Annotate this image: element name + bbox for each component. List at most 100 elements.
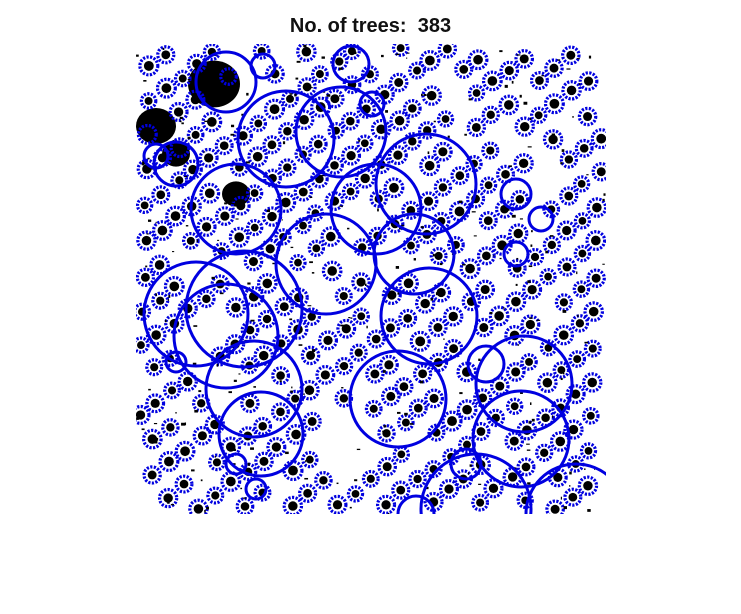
tree-dot bbox=[376, 124, 386, 135]
speckle bbox=[230, 124, 235, 128]
tree-circle bbox=[424, 460, 443, 479]
tree-dot bbox=[325, 231, 336, 242]
tree-circle bbox=[151, 291, 170, 310]
tree-circle bbox=[271, 366, 291, 386]
speckle bbox=[579, 83, 581, 86]
tree-dot bbox=[304, 385, 315, 395]
tree-dot bbox=[588, 306, 599, 317]
tree-dot bbox=[406, 205, 416, 215]
tree-circle bbox=[163, 275, 185, 297]
speckle bbox=[469, 464, 472, 467]
tree-circle bbox=[206, 486, 225, 505]
tree-dot bbox=[525, 357, 533, 366]
tree-dot bbox=[596, 167, 606, 177]
speckle bbox=[541, 75, 545, 77]
tree-circle bbox=[408, 61, 426, 80]
tree-dot bbox=[299, 221, 307, 230]
speckle bbox=[528, 265, 533, 268]
speckle bbox=[247, 462, 250, 466]
tree-dot bbox=[283, 163, 292, 172]
speckle bbox=[146, 233, 149, 235]
tree-circle bbox=[287, 319, 309, 340]
tree-dot bbox=[202, 294, 211, 304]
tree-dot bbox=[564, 155, 574, 164]
tree-dot bbox=[449, 344, 459, 354]
tree-dot bbox=[420, 298, 430, 309]
tree-circle bbox=[563, 419, 584, 440]
tree-circle bbox=[136, 404, 151, 425]
tree-dot bbox=[515, 194, 525, 204]
tree-dot bbox=[157, 225, 168, 236]
speckle bbox=[311, 349, 316, 353]
tree-dot bbox=[447, 416, 457, 427]
tree-dot bbox=[250, 189, 259, 197]
speckle bbox=[321, 174, 325, 177]
tree-dot bbox=[197, 399, 206, 408]
tree-circle bbox=[443, 306, 464, 327]
tree-circle bbox=[529, 71, 549, 91]
tree-dot bbox=[168, 386, 177, 395]
tree-dot bbox=[267, 140, 277, 150]
tree-circle bbox=[282, 460, 304, 482]
tree-dot bbox=[518, 158, 529, 169]
tree-circle bbox=[302, 307, 321, 326]
speckle bbox=[569, 485, 571, 487]
speckle bbox=[142, 203, 145, 206]
tree-circle bbox=[478, 211, 498, 231]
tree-dot bbox=[573, 355, 582, 364]
tree-circle bbox=[467, 84, 486, 102]
tree-dot bbox=[571, 389, 581, 399]
tree-circle bbox=[559, 150, 579, 169]
tree-dot bbox=[294, 258, 302, 267]
tree-dot bbox=[525, 319, 536, 330]
tree-circle bbox=[346, 485, 365, 503]
tree-circle bbox=[149, 254, 170, 276]
tree-circle bbox=[573, 212, 592, 230]
tree-dot bbox=[245, 325, 255, 335]
tree-dot bbox=[436, 287, 446, 298]
speckle bbox=[531, 418, 535, 422]
speckle bbox=[587, 509, 591, 512]
speckle bbox=[154, 440, 158, 444]
speckle bbox=[584, 468, 586, 470]
tree-dot bbox=[175, 142, 185, 153]
tree-circle bbox=[352, 307, 370, 325]
speckle bbox=[272, 262, 276, 265]
speckle bbox=[584, 341, 589, 344]
tree-circle bbox=[573, 244, 592, 263]
tree-dot bbox=[291, 429, 301, 440]
speckle bbox=[200, 479, 203, 482]
tree-circle bbox=[437, 44, 458, 59]
tree-circle bbox=[136, 230, 157, 251]
tree-circle bbox=[275, 192, 297, 213]
large-circle bbox=[358, 90, 386, 118]
tree-dot bbox=[354, 348, 363, 357]
speckle bbox=[531, 230, 533, 233]
tree-dot bbox=[279, 302, 289, 312]
tree-circle bbox=[516, 457, 536, 477]
tree-dot bbox=[510, 402, 519, 411]
tree-dot bbox=[566, 85, 577, 96]
tree-dot bbox=[396, 485, 406, 495]
speckle bbox=[339, 67, 343, 70]
tree-dot bbox=[509, 436, 519, 446]
speckle bbox=[508, 165, 512, 168]
tree-dot bbox=[346, 151, 356, 161]
tree-dot bbox=[396, 44, 405, 53]
speckle bbox=[250, 401, 252, 404]
tree-dot bbox=[175, 176, 184, 185]
tree-dot bbox=[351, 490, 360, 498]
tree-circle bbox=[161, 349, 179, 368]
speckle bbox=[588, 55, 592, 59]
speckle bbox=[341, 387, 344, 389]
speckle bbox=[468, 98, 472, 101]
speckle bbox=[214, 455, 216, 458]
tree-circle bbox=[145, 393, 166, 414]
tree-circle bbox=[253, 483, 272, 502]
tree-dot bbox=[578, 217, 587, 225]
tree-dot bbox=[429, 393, 439, 404]
speckle bbox=[164, 319, 167, 323]
speckle bbox=[168, 294, 171, 298]
tree-dot bbox=[575, 319, 585, 328]
speckle bbox=[238, 373, 241, 375]
